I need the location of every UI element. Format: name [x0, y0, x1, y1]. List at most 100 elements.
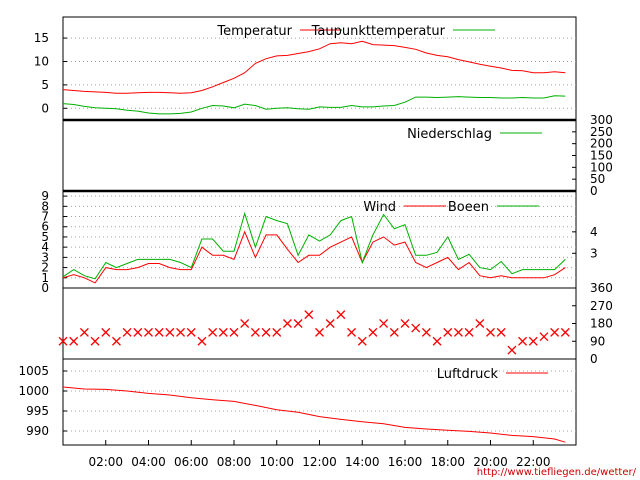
direction-point: [304, 310, 314, 320]
y-tick-label: 50: [590, 172, 605, 186]
direction-point: [475, 319, 485, 328]
x-tick-label: 02:00: [88, 455, 123, 469]
y-tick-label: 270: [590, 299, 613, 313]
direction-point: [336, 310, 346, 320]
y-tick-label: 4: [41, 240, 49, 254]
series-line-luftdruck: [62, 386, 566, 443]
direction-point: [453, 327, 463, 337]
direction-point: [208, 327, 218, 337]
direction-point: [165, 327, 175, 337]
direction-point: [240, 319, 250, 328]
direction-point: [411, 323, 421, 333]
y-tick-label: 3: [41, 250, 49, 264]
source-credit: http://www.tiefliegen.de/wetter/: [477, 467, 637, 478]
y-tick-label: 0: [41, 281, 49, 295]
y-tick-label: 0: [590, 184, 598, 198]
direction-point: [261, 327, 271, 337]
y-tick-label: 10: [34, 54, 49, 68]
direction-point: [400, 319, 410, 328]
y-tick-label: 360: [590, 281, 613, 295]
direction-point: [560, 327, 570, 337]
direction-point: [197, 336, 207, 346]
direction-point: [111, 336, 121, 346]
direction-point: [79, 327, 89, 337]
y-tick-label: 0: [41, 101, 49, 115]
y-tick-label: 995: [26, 404, 49, 418]
y-tick-label: 9: [41, 189, 49, 203]
direction-point: [550, 327, 560, 337]
direction-point: [176, 327, 186, 337]
y-tick-label: 3: [590, 246, 598, 260]
y-tick-label: 200: [590, 137, 613, 151]
direction-point: [528, 336, 538, 346]
y-tick-label: 0: [590, 352, 598, 366]
y-tick-label: 15: [34, 31, 49, 45]
legend-label: Boeen: [448, 200, 489, 215]
direction-point: [229, 327, 239, 337]
y-tick-label: 8: [41, 199, 49, 213]
series-line-wind: [62, 230, 566, 284]
direction-point: [379, 319, 389, 328]
direction-point: [122, 327, 132, 337]
y-tick-label: 300: [590, 113, 613, 127]
direction-point: [507, 345, 517, 355]
series-line-boeen: [62, 211, 566, 280]
y-tick-label: 5: [41, 78, 49, 92]
direction-point: [518, 336, 528, 346]
direction-point: [58, 336, 68, 346]
y-tick-label: 150: [590, 149, 613, 163]
y-tick-label: 2: [41, 261, 49, 275]
x-tick-label: 22:00: [516, 455, 551, 469]
legend-label: Niederschlag: [407, 127, 492, 142]
direction-point: [133, 327, 143, 337]
direction-point: [539, 332, 549, 342]
direction-point: [368, 327, 378, 337]
direction-point: [464, 327, 474, 337]
y-tick-label: 990: [26, 424, 49, 438]
direction-point: [101, 327, 111, 337]
series-line-taupunkttemperatur: [62, 95, 566, 115]
direction-point: [389, 327, 399, 337]
y-tick-label: 90: [590, 334, 605, 348]
x-tick-label: 12:00: [302, 455, 337, 469]
legend-label: Wind: [363, 200, 396, 215]
x-tick-label: 16:00: [388, 455, 423, 469]
x-tick-label: 20:00: [473, 455, 508, 469]
y-tick-label: 7: [41, 210, 49, 224]
y-tick-label: 1005: [18, 364, 49, 378]
direction-point: [432, 336, 442, 346]
time-axis: 02:00 04:00 06:00 08:00 10:00 12:00 14:00 16:00…: [63, 118, 576, 469]
y-tick-label: 4: [590, 225, 598, 239]
direction-point: [218, 327, 228, 337]
direction-point: [69, 336, 79, 346]
direction-point: [272, 327, 282, 337]
direction-point: [421, 327, 431, 337]
direction-point: [357, 336, 367, 346]
y-tick-label: 1000: [18, 384, 49, 398]
direction-point: [443, 327, 453, 337]
y-tick-label: 1: [41, 271, 49, 285]
direction-point: [282, 319, 292, 328]
direction-point: [496, 327, 506, 337]
x-tick-label: 10:00: [259, 455, 294, 469]
legend-label: Luftdruck: [437, 367, 499, 382]
temperature-panel: 0 5 10 15 Temperatur Taupunkttemperatur: [34, 16, 577, 121]
x-tick-label: 04:00: [131, 455, 166, 469]
direction-point: [315, 327, 324, 337]
direction-point: [486, 327, 495, 337]
x-tick-label: 18:00: [430, 455, 465, 469]
legend-label: Temperatur: [216, 24, 292, 39]
direction-point: [293, 319, 303, 328]
direction-point: [325, 319, 335, 328]
x-tick-label: 06:00: [174, 455, 209, 469]
direction-point: [144, 327, 153, 337]
wind-direction-panel: 0 90 180 270 360: [58, 281, 613, 366]
legend-label: Taupunkttemperatur: [311, 24, 446, 39]
direction-point: [186, 327, 196, 337]
direction-point: [250, 327, 260, 337]
y-tick-label: 180: [590, 317, 613, 331]
series-line-temperatur: [62, 40, 566, 94]
